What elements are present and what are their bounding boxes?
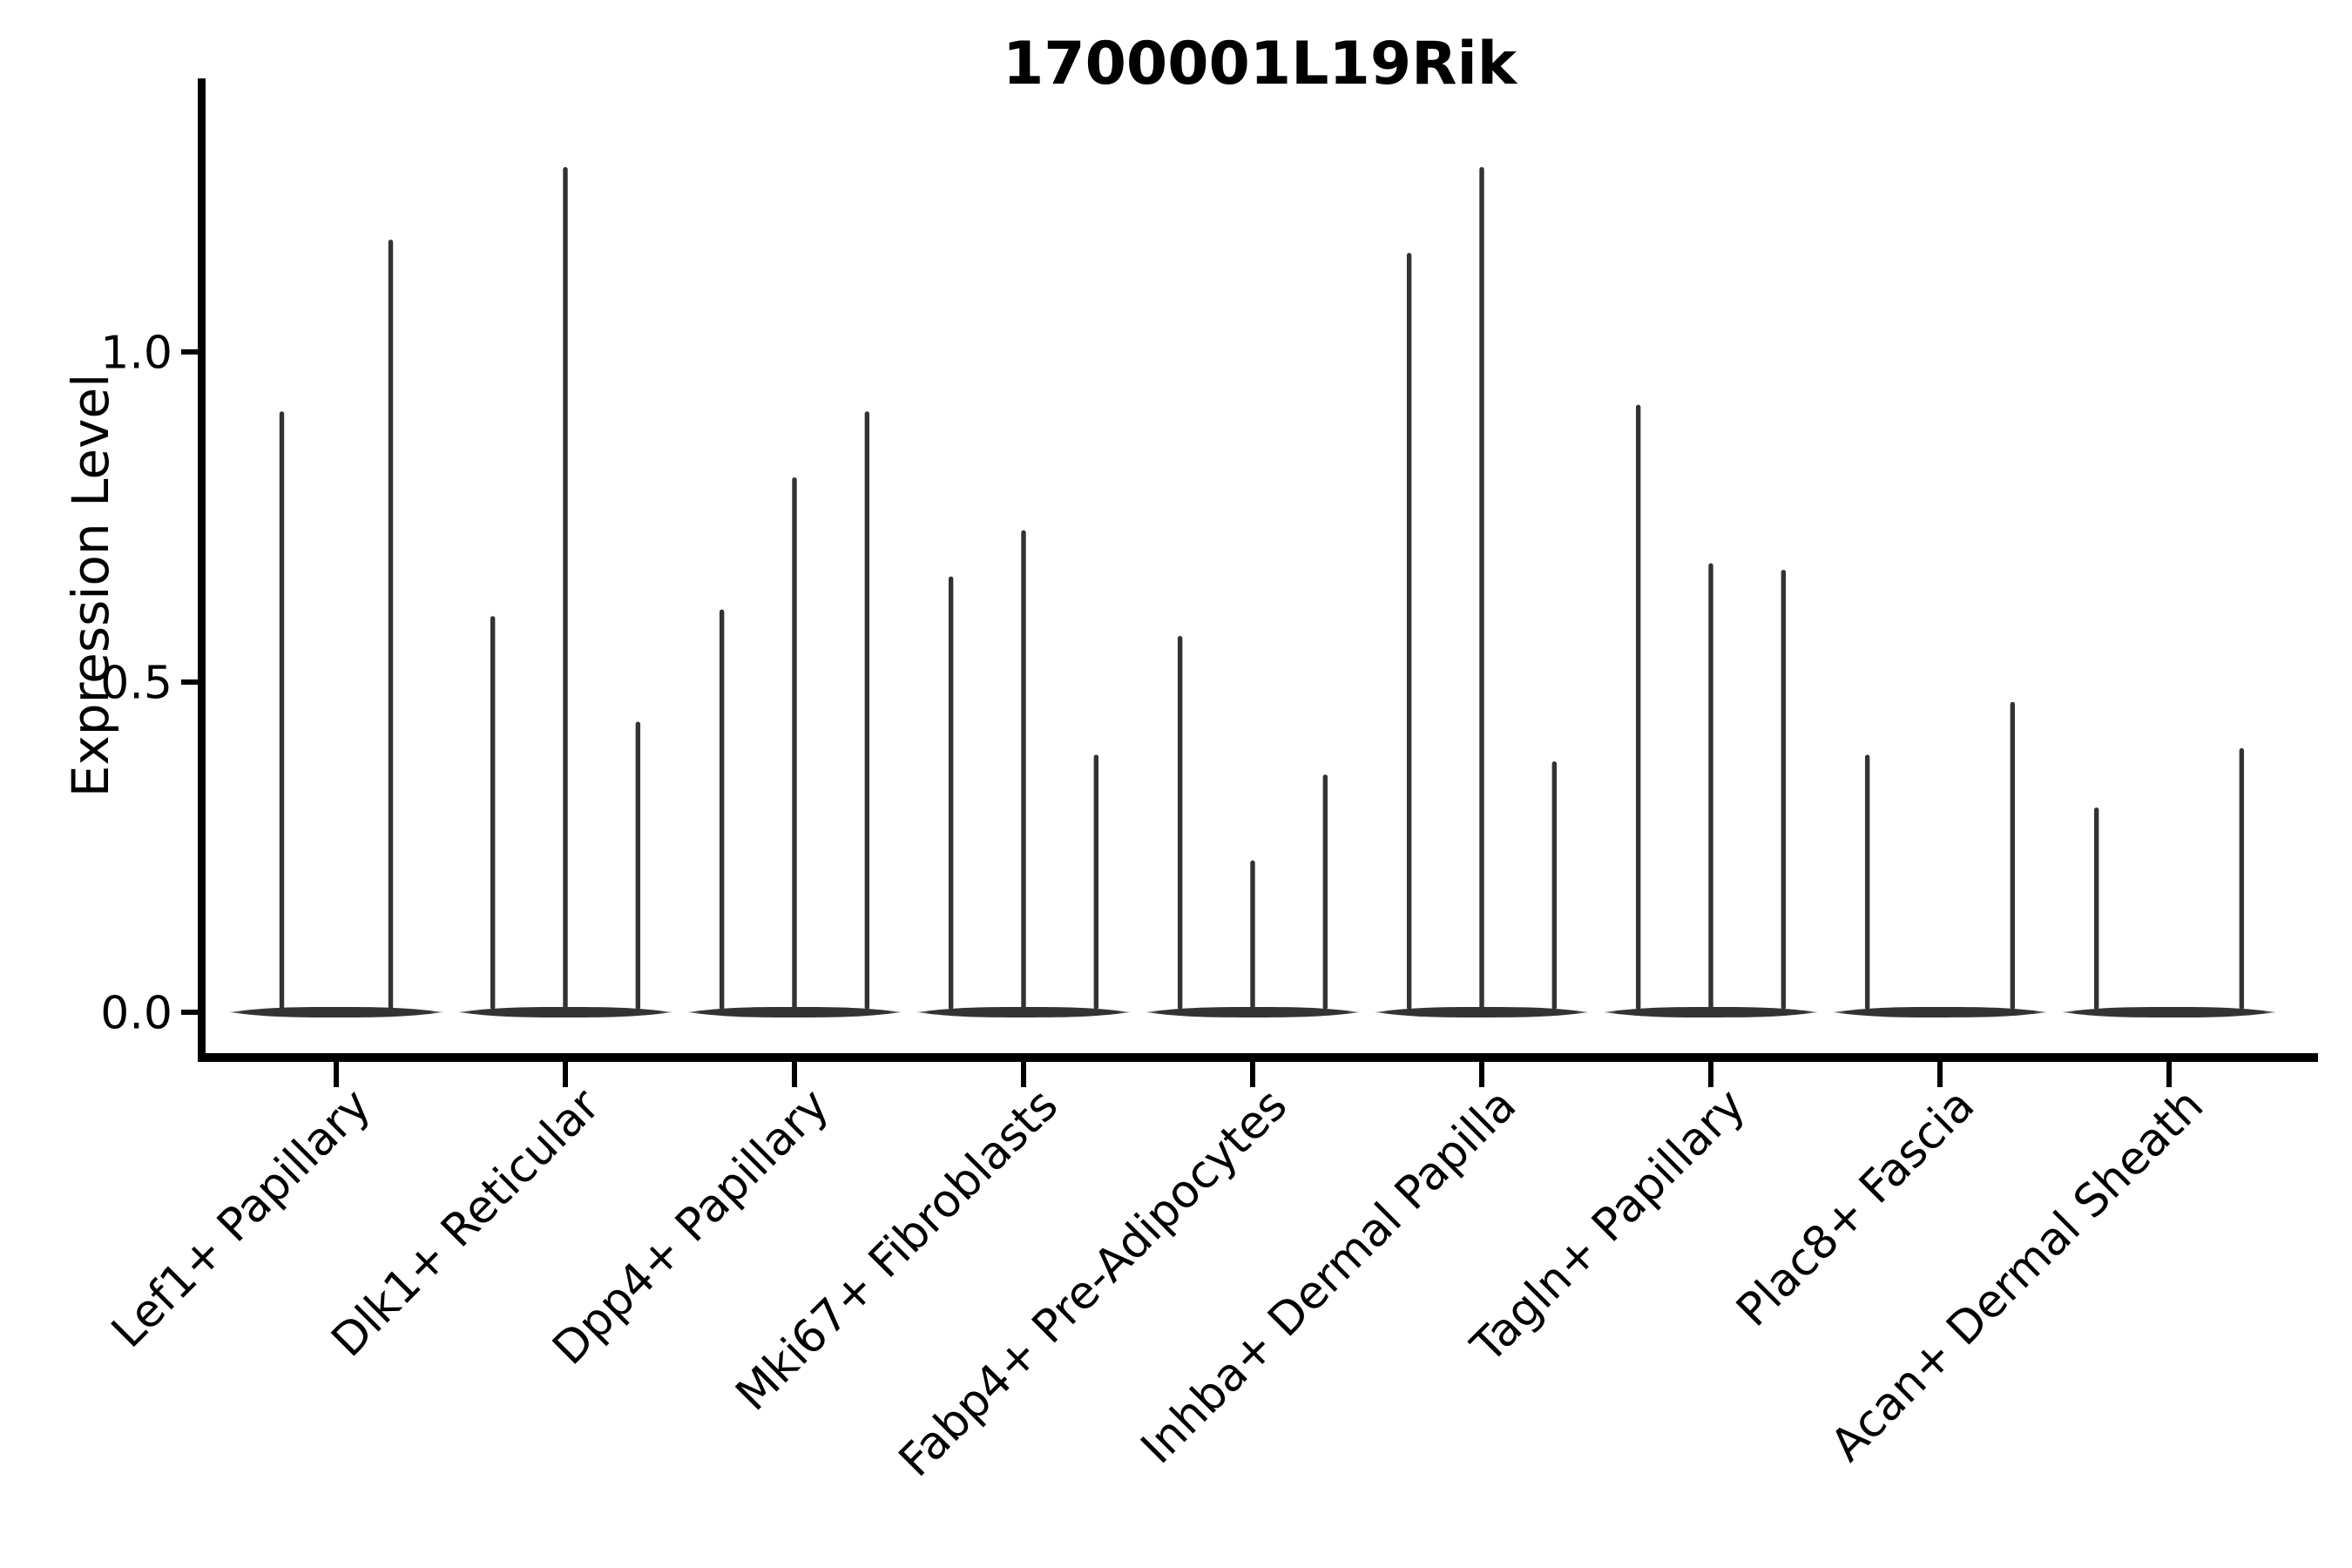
violin-spike — [563, 166, 568, 1010]
x-tick-mark — [1250, 1062, 1255, 1087]
violin-base — [687, 1007, 902, 1017]
violin-base — [458, 1007, 672, 1017]
violin-spike — [2093, 808, 2099, 1010]
y-tick-mark — [181, 1010, 198, 1015]
violin-spike — [1177, 635, 1183, 1010]
violin-spike — [490, 616, 496, 1010]
violin-spike — [2010, 701, 2016, 1010]
x-tick-label: Plac8+ Fascia — [1727, 1079, 1984, 1337]
violin-spike — [1864, 754, 1870, 1010]
violin-base — [2062, 1007, 2276, 1017]
y-tick-mark — [181, 349, 198, 355]
x-tick-mark — [334, 1062, 339, 1087]
x-tick-mark — [1021, 1062, 1026, 1087]
x-tick-mark — [1708, 1062, 1713, 1087]
violin-spike — [1093, 754, 1099, 1010]
y-tick-label: 0.5 — [100, 658, 172, 710]
violin-spike — [1708, 563, 1713, 1010]
x-tick-mark — [563, 1062, 568, 1087]
violin-spike — [792, 477, 797, 1010]
violin-spike — [1322, 774, 1328, 1010]
violin-base — [229, 1007, 443, 1017]
violin-spike — [1781, 570, 1787, 1010]
violin-spike — [635, 721, 641, 1010]
violin-spike — [1479, 166, 1484, 1010]
x-tick-mark — [1479, 1062, 1484, 1087]
violin-spike — [864, 411, 870, 1010]
violin-base — [1375, 1007, 1589, 1017]
y-axis-spine — [198, 78, 206, 1062]
violin-spike — [2239, 747, 2245, 1010]
x-tick-mark — [1937, 1062, 1943, 1087]
x-tick-mark — [792, 1062, 797, 1087]
violin-spike — [1021, 530, 1026, 1010]
violin-spike — [1635, 404, 1641, 1010]
violin-spike — [1551, 760, 1558, 1010]
violin-spike — [1406, 253, 1412, 1010]
violin-spike — [279, 411, 285, 1010]
x-tick-label: Fabp4+ Pre-Adipocytes — [889, 1079, 1297, 1487]
y-tick-label: 1.0 — [100, 328, 172, 380]
x-tick-label: Inhba+ Dermal Papilla — [1132, 1079, 1526, 1474]
violin-spike — [388, 240, 394, 1010]
violin-base — [1146, 1007, 1360, 1017]
y-tick-label: 0.0 — [100, 988, 172, 1040]
violin-spike — [1250, 860, 1255, 1010]
x-tick-mark — [2166, 1062, 2172, 1087]
violin-spike — [719, 609, 725, 1010]
plot-title: 1700001L19Rik — [1002, 30, 1517, 98]
y-tick-mark — [181, 679, 198, 685]
violin-spike — [948, 576, 954, 1010]
violin-base — [1833, 1007, 2047, 1017]
x-axis-spine — [198, 1053, 2318, 1062]
x-tick-label: Acan+ Dermal Sheath — [1821, 1079, 2214, 1472]
violin-base — [916, 1007, 1131, 1017]
violin-base — [1604, 1007, 1818, 1017]
